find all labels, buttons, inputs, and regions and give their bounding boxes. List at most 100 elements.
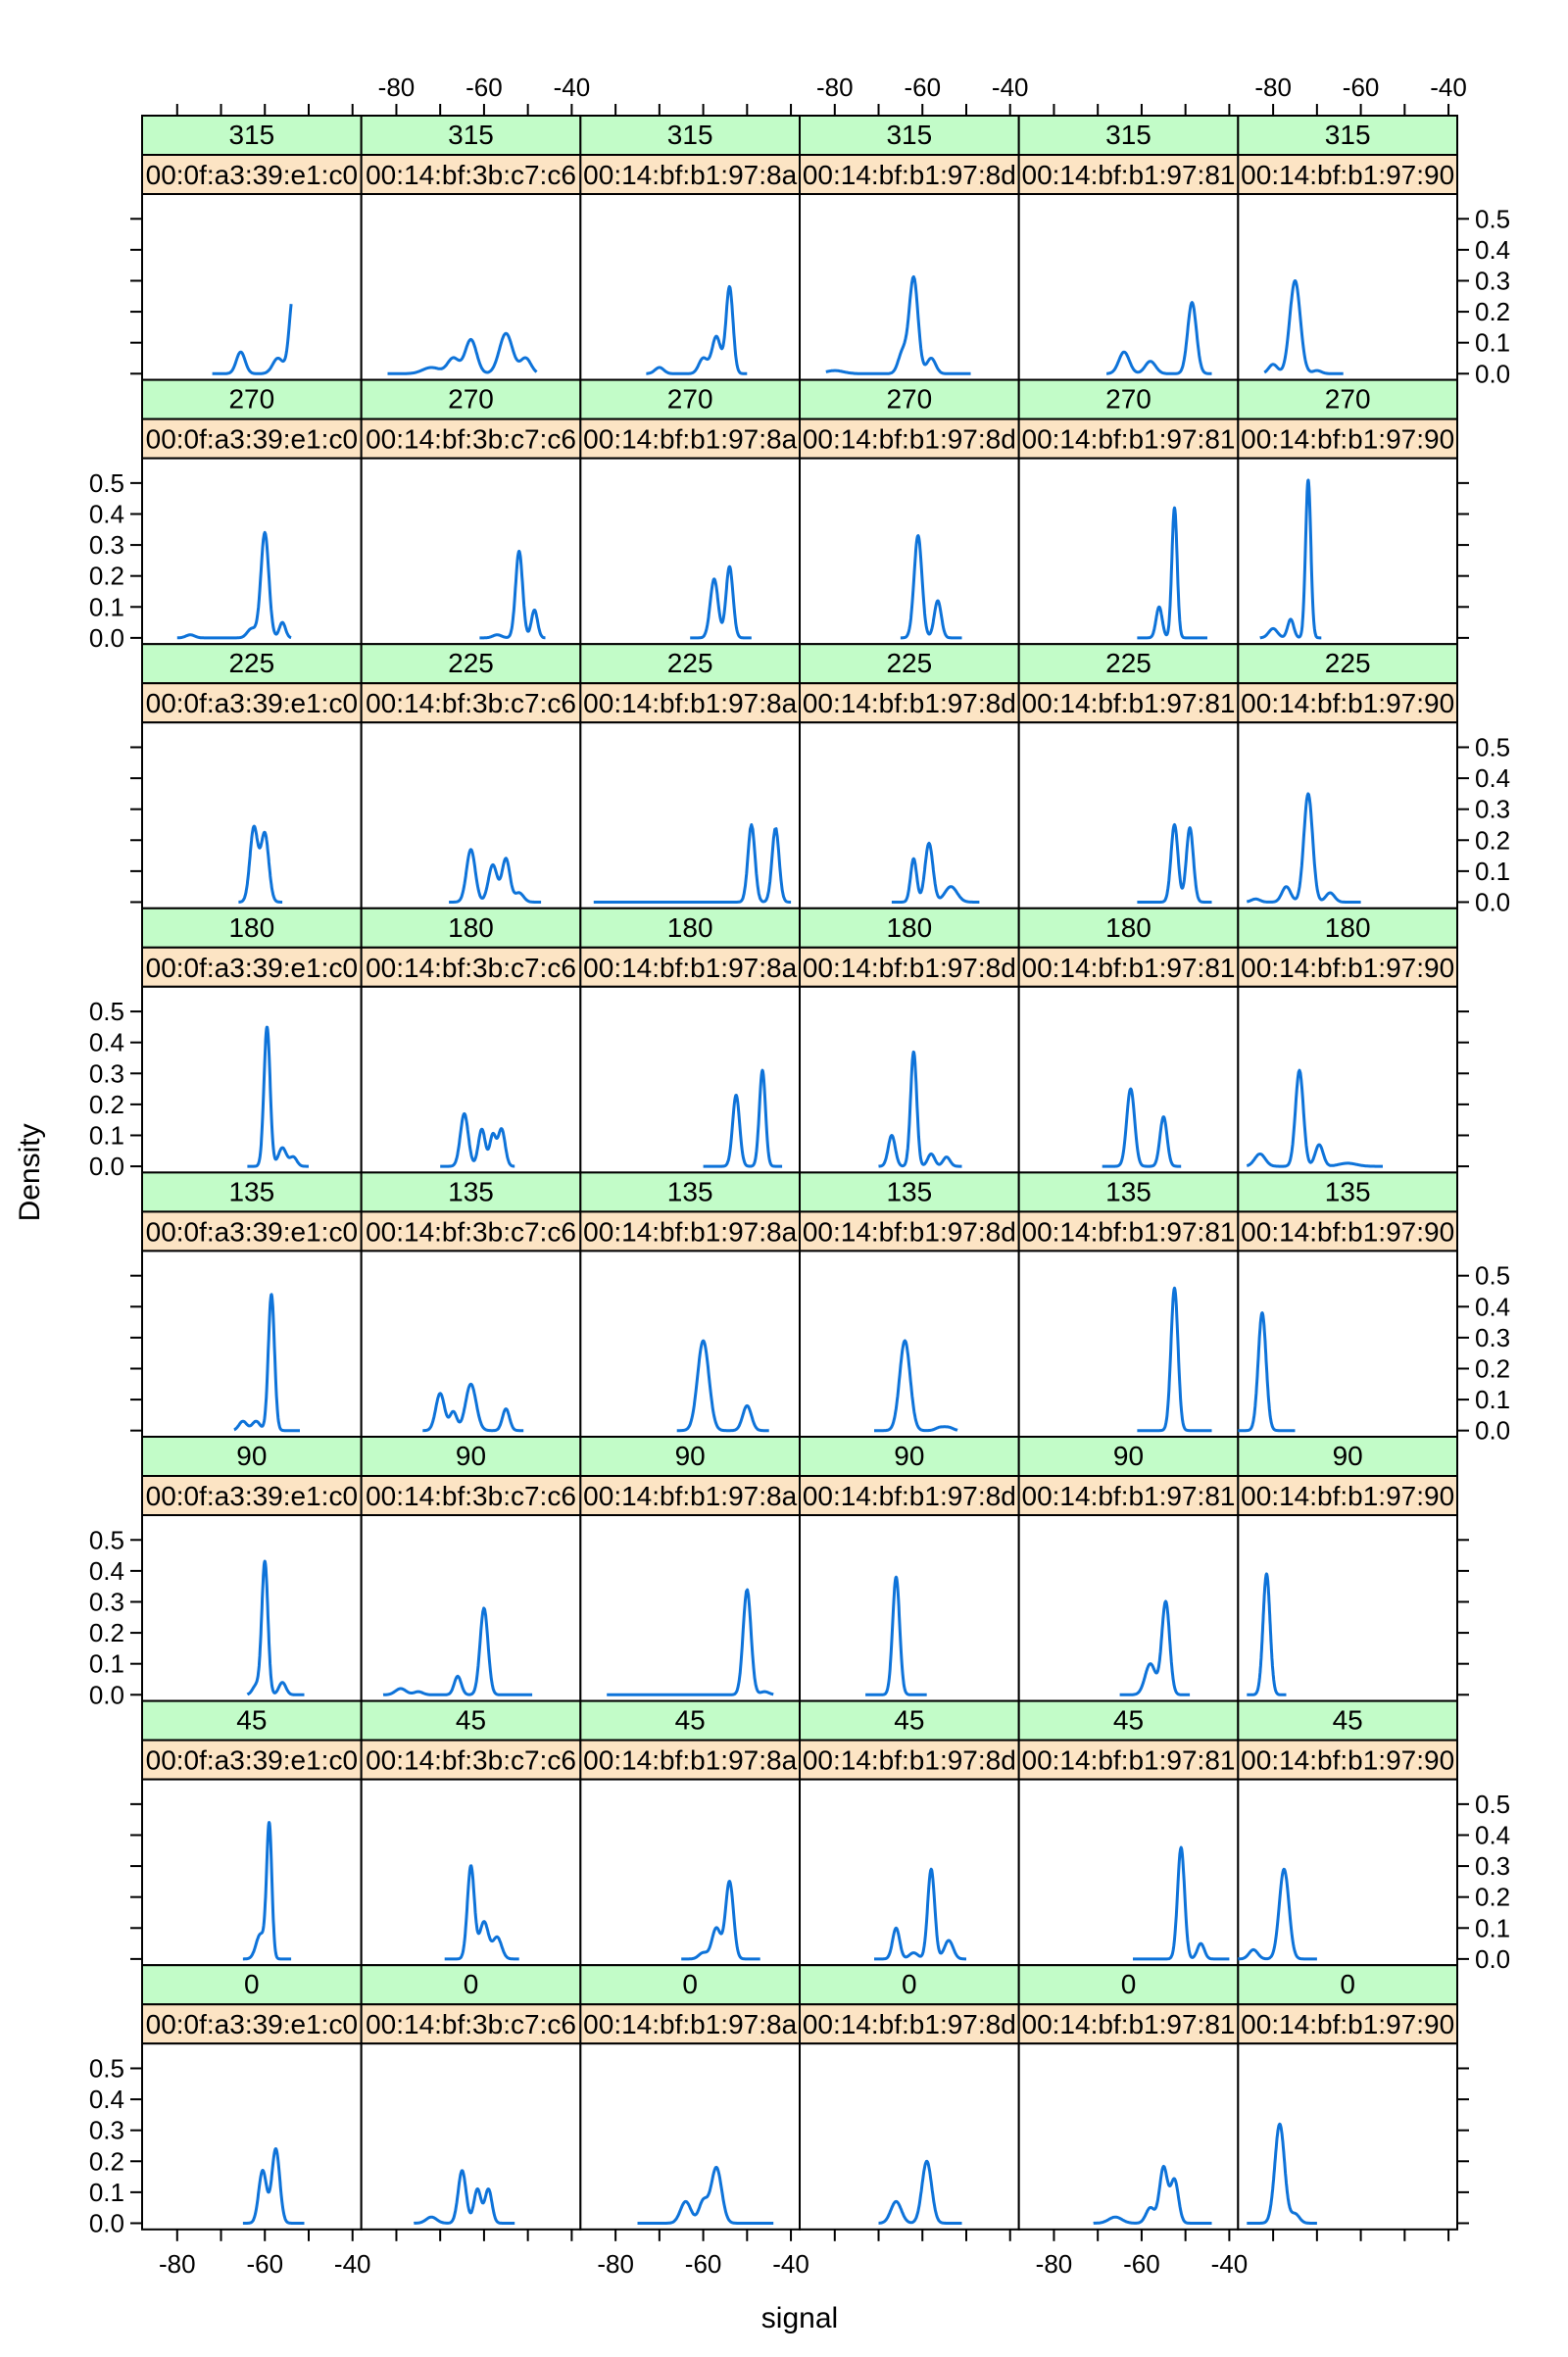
panel-frame (1237, 2042, 1459, 2231)
density-line (1132, 1845, 1231, 1961)
panel-frame (1237, 1778, 1459, 1967)
strip-mac-label: 00:14:bf:b1:97:81 (1022, 2009, 1236, 2039)
x-tick-label-top: -60 (466, 73, 503, 102)
strip-mac-label: 00:14:bf:b1:97:81 (1022, 1745, 1236, 1776)
strip-angle-bg (1017, 378, 1240, 420)
strip-mac-label: 00:14:bf:b1:97:81 (1022, 424, 1236, 455)
strip-mac-bg (141, 946, 363, 988)
strip-mac-label: 00:0f:a3:39:e1:c0 (146, 1745, 358, 1776)
strip-mac-label: 00:0f:a3:39:e1:c0 (146, 160, 358, 190)
panel: 45 00:0f:a3:39:e1:c0 (141, 1699, 363, 1967)
strip-angle-label: 180 (1325, 912, 1371, 943)
density-line (1136, 823, 1213, 904)
panel: 0 00:0f:a3:39:e1:c0 (141, 1964, 363, 2231)
panel-frame (360, 2042, 582, 2231)
strip-angle-label: 90 (1333, 1441, 1363, 1471)
panel: 45 00:14:bf:b1:97:8a (579, 1699, 801, 1967)
density-line (606, 1588, 774, 1696)
density-line (825, 274, 971, 375)
strip-angle-label: 0 (1121, 1969, 1137, 1999)
density-line (1246, 1068, 1384, 1168)
panel-frame (141, 721, 363, 909)
y-tick-label-left: 0.4 (89, 1556, 124, 1586)
panel: 45 00:14:bf:b1:97:81 (1017, 1699, 1240, 1967)
strip-mac-bg (1237, 1210, 1459, 1252)
strip-angle-label: 180 (667, 912, 713, 943)
panel: 315 00:14:bf:b1:97:81 (1017, 115, 1240, 381)
y-tick-label-right: 0.1 (1475, 328, 1510, 358)
y-tick-label-right: 0.4 (1475, 763, 1510, 793)
panel-frame (579, 1250, 801, 1439)
y-tick-label-right: 0.3 (1475, 1323, 1510, 1352)
y-tick-label-right: 0.0 (1475, 1416, 1510, 1446)
panel-frame (1017, 1250, 1240, 1439)
y-tick-label-left: 0.5 (89, 1525, 124, 1554)
panel: 315 00:0f:a3:39:e1:c0 (141, 115, 363, 381)
density-line (1246, 1572, 1288, 1696)
y-tick-label-left: 0.1 (89, 592, 124, 621)
strip-mac-label: 00:0f:a3:39:e1:c0 (146, 953, 358, 983)
strip-mac-label: 00:14:bf:b1:97:90 (1241, 688, 1454, 718)
strip-angle-label: 135 (448, 1176, 494, 1206)
strip-mac-label: 00:0f:a3:39:e1:c0 (146, 688, 358, 718)
y-tick-label-right: 0.1 (1475, 857, 1510, 886)
panel-frame (1017, 985, 1240, 1174)
strip-mac-bg (1017, 682, 1240, 724)
panel-frame (1017, 1514, 1240, 1702)
strip-mac-label: 00:14:bf:b1:97:8d (803, 953, 1016, 983)
panel-frame (1017, 193, 1240, 381)
x-tick-label-bottom: -60 (246, 2249, 283, 2279)
density-line (877, 2159, 963, 2225)
strip-angle-bg (1237, 1436, 1459, 1477)
density-line (873, 1867, 967, 1961)
panel: 180 00:0f:a3:39:e1:c0 (141, 907, 363, 1174)
x-tick-label-bottom: -80 (1036, 2249, 1073, 2279)
strip-mac-bg (799, 1475, 1020, 1516)
strip-mac-label: 00:14:bf:b1:97:8d (803, 160, 1016, 190)
strip-mac-label: 00:14:bf:3b:c7:c6 (366, 1481, 576, 1511)
panel-frame (579, 721, 801, 909)
y-tick-label-left: 0.0 (89, 2208, 124, 2237)
strip-angle-label: 180 (228, 912, 274, 943)
strip-mac-label: 00:14:bf:b1:97:8d (803, 2009, 1016, 2039)
density-line (478, 549, 547, 640)
strip-mac-bg (1237, 2003, 1459, 2045)
density-line (1105, 301, 1213, 375)
strip-angle-label: 270 (1105, 384, 1152, 415)
panel: 225 00:14:bf:b1:97:90 (1237, 643, 1459, 909)
strip-angle-label: 225 (228, 648, 274, 678)
panel-frame (799, 2042, 1020, 2231)
panel: 0 00:14:bf:b1:97:90 (1237, 1964, 1459, 2231)
panel-frame (799, 193, 1020, 381)
strip-mac-bg (360, 682, 582, 724)
panel-frame (1237, 721, 1459, 909)
panel-frame (360, 1514, 582, 1702)
strip-angle-bg (579, 378, 801, 420)
panel-frame (579, 1514, 801, 1702)
panel: 45 00:14:bf:3b:c7:c6 (360, 1699, 582, 1967)
x-axis-title: signal (761, 2302, 838, 2334)
panel-frame (579, 193, 801, 381)
strip-angle-bg (1017, 1171, 1240, 1213)
strip-angle-bg (579, 643, 801, 685)
strip-angle-label: 180 (1105, 912, 1152, 943)
y-tick-label-right: 0.4 (1475, 1292, 1510, 1321)
panel: 315 00:14:bf:b1:97:8d (799, 115, 1020, 381)
panel: 0 00:14:bf:3b:c7:c6 (360, 1964, 582, 2231)
panel-frame (360, 193, 582, 381)
strip-mac-bg (799, 1210, 1020, 1252)
panel-frame (141, 1250, 363, 1439)
strip-angle-label: 180 (448, 912, 494, 943)
y-tick-label-right: 0.4 (1475, 1820, 1510, 1849)
panel-frame (1017, 721, 1240, 909)
strip-mac-label: 00:14:bf:b1:97:8d (803, 424, 1016, 455)
panel-frame (1017, 2042, 1240, 2231)
y-tick-label-left: 0.2 (89, 1618, 124, 1647)
density-line (1237, 1311, 1297, 1433)
panel-frame (579, 1778, 801, 1967)
strip-mac-label: 00:14:bf:b1:97:81 (1022, 160, 1236, 190)
strip-mac-label: 00:14:bf:b1:97:8a (583, 160, 797, 190)
strip-mac-label: 00:14:bf:3b:c7:c6 (366, 1216, 576, 1247)
strip-mac-label: 00:14:bf:b1:97:8a (583, 1745, 797, 1776)
panel: 90 00:14:bf:b1:97:90 (1237, 1436, 1459, 1702)
